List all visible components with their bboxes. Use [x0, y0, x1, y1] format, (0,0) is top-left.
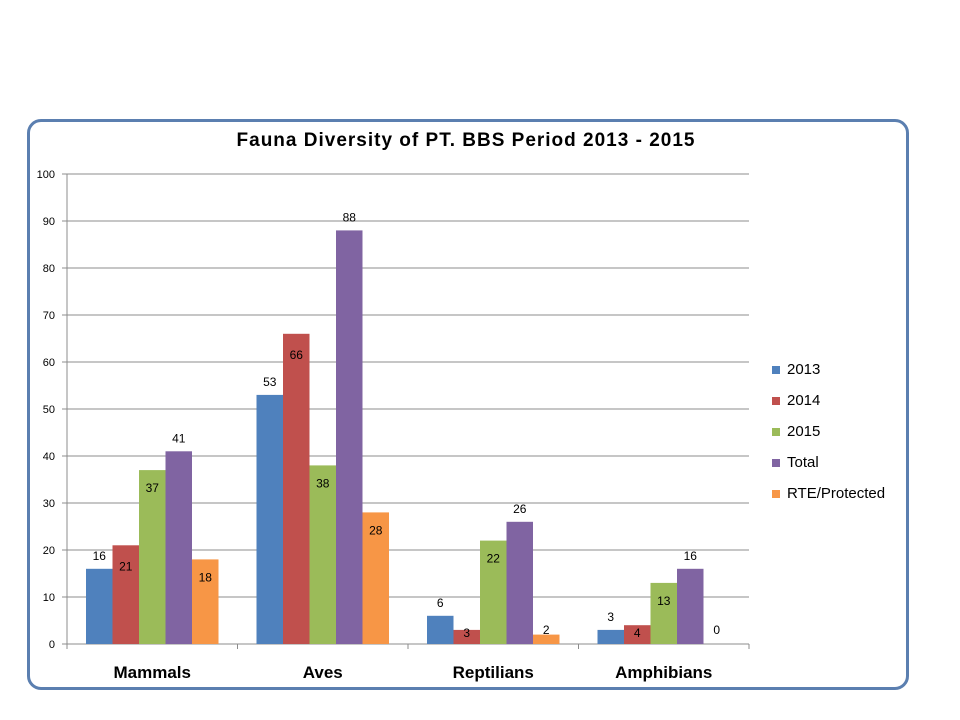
legend-label: 2014 — [787, 392, 821, 409]
bar-2015-amphibians — [650, 582, 677, 644]
bar-2014-aves — [283, 333, 310, 644]
data-label: 3 — [463, 626, 470, 640]
bar-total-mammals — [165, 451, 192, 644]
data-label: 26 — [513, 502, 527, 516]
legend-swatch — [772, 458, 780, 467]
bar-2013-mammals — [86, 568, 113, 644]
legend-swatch — [772, 365, 780, 374]
legend-item: 2013 — [772, 354, 885, 385]
labels: 16 21 37 41 18 53 66 38 88 28 6 3 22 26 2 3 4 13 16 0 — [93, 210, 721, 640]
data-label: 2 — [543, 623, 550, 637]
legend-label: 2015 — [787, 423, 821, 440]
y-tick-label: 40 — [43, 451, 55, 463]
legend-swatch — [772, 427, 780, 436]
bar-rte-protected-aves — [362, 512, 389, 644]
data-label: 66 — [290, 348, 304, 362]
data-label: 6 — [437, 596, 444, 610]
x-category-label: Aves — [303, 663, 343, 682]
bar-2014-amphibians — [624, 625, 651, 644]
data-label: 37 — [146, 481, 160, 495]
bar-2015-mammals — [139, 470, 166, 644]
data-label: 18 — [199, 570, 213, 584]
legend-item: 2015 — [772, 416, 885, 447]
bar-2014-reptilians — [453, 629, 480, 644]
data-label: 88 — [343, 210, 357, 224]
legend-swatch — [772, 489, 780, 498]
legend-item: Total — [772, 447, 885, 478]
data-label: 4 — [634, 626, 641, 640]
y-tick-label: 10 — [43, 592, 55, 604]
bar-total-amphibians — [677, 568, 704, 644]
x-category-label: Reptilians — [453, 663, 534, 682]
data-label: 38 — [316, 476, 330, 490]
legend-item: 2014 — [772, 385, 885, 416]
y-tick-label: 50 — [43, 404, 55, 416]
y-tick-label: 90 — [43, 216, 55, 228]
data-label: 3 — [607, 610, 614, 624]
bar-2015-reptilians — [480, 540, 507, 644]
chart-title: Fauna Diversity of PT. BBS Period 2013 -… — [236, 130, 696, 151]
data-label: 16 — [684, 549, 698, 563]
bar-2015-aves — [309, 465, 336, 644]
bar-total-reptilians — [506, 521, 533, 644]
y-tick-label: 30 — [43, 498, 55, 510]
data-label: 0 — [713, 623, 720, 637]
y-tick-label: 70 — [43, 310, 55, 322]
bar-2013-aves — [256, 394, 283, 644]
y-tick-label: 100 — [37, 169, 55, 181]
data-label: 41 — [172, 431, 186, 445]
y-tick-label: 20 — [43, 545, 55, 557]
x-category-label: Amphibians — [615, 663, 712, 682]
legend-label: 2013 — [787, 361, 821, 378]
bar-rte-protected-mammals — [192, 559, 219, 644]
y-tick-label: 80 — [43, 263, 55, 275]
bars — [86, 230, 704, 644]
y-tick-label: 60 — [43, 357, 55, 369]
bar-rte-protected-reptilians — [533, 634, 560, 644]
y-tick-label: 0 — [49, 639, 55, 651]
bar-2013-reptilians — [427, 615, 454, 644]
data-label: 53 — [263, 375, 277, 389]
data-label: 16 — [93, 549, 107, 563]
data-label: 22 — [487, 552, 501, 566]
legend-item: RTE/Protected — [772, 478, 885, 509]
legend: 2013 2014 2015 Total RTE/Protected — [772, 354, 885, 509]
legend-swatch — [772, 396, 780, 405]
legend-label: RTE/Protected — [787, 485, 886, 502]
bar-2013-amphibians — [597, 629, 624, 644]
x-category-label: Mammals — [114, 663, 191, 682]
data-label: 28 — [369, 523, 383, 537]
data-label: 13 — [657, 594, 671, 608]
bar-2014-mammals — [112, 545, 139, 644]
legend-label: Total — [787, 454, 819, 471]
bar-total-aves — [336, 230, 363, 644]
data-label: 21 — [119, 559, 133, 573]
